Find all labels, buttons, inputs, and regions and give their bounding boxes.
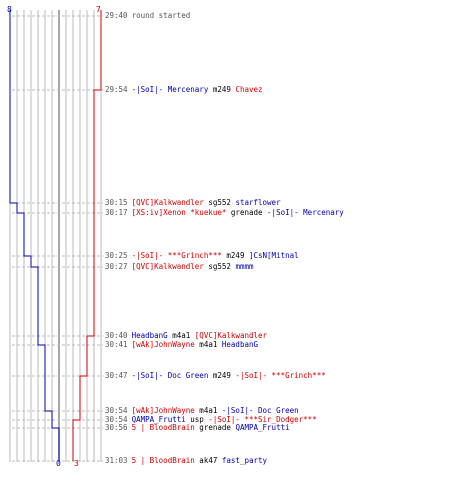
event-weapon: m4a1: [194, 340, 222, 349]
event-weapon: grenade: [226, 208, 268, 217]
event-time: 30:54: [105, 406, 128, 415]
blue-end-count: 0: [56, 459, 61, 468]
event-weapon: m249: [208, 85, 236, 94]
event-player: [QVC]Kalkwandler: [194, 331, 268, 340]
event-player: 5 | BloodBrain: [131, 456, 195, 465]
event-weapon: m4a1: [194, 406, 222, 415]
red-end-count: 3: [74, 459, 79, 468]
event-player: HeadbanG: [221, 340, 259, 349]
event-player: [XS:iv]Xenon *kuekue*: [131, 208, 227, 217]
red-team-alive-line: [72, 10, 102, 461]
event-weapon: sg552: [203, 198, 236, 207]
kill-event-row: 30:15 [QVC]Kalkwandler sg552 starflower: [105, 198, 281, 207]
event-weapon: usp: [185, 415, 209, 424]
kill-event-row: 29:54 -|SoI|- Mercenary m249 Chavez: [105, 85, 263, 94]
event-time: 31:03: [105, 456, 128, 465]
kill-event-row: 30:40 HeadbanG m4a1 [QVC]Kalkwandler: [105, 331, 267, 340]
event-player: -|SoI|- Doc Green: [221, 406, 299, 415]
event-time: 30:27: [105, 262, 128, 271]
event-player: -|SoI|- Mercenary: [131, 85, 209, 94]
event-player: 5 | BloodBrain: [131, 423, 195, 432]
event-player: -|SoI|- ***Grinch***: [235, 371, 326, 380]
event-time: 30:56: [105, 423, 128, 432]
event-player: [wAk]JohnWayne: [131, 406, 195, 415]
event-dash-lines: [12, 15, 103, 462]
event-time: 30:17: [105, 208, 128, 217]
event-player: -|SoI|- ***Sir_Dodger***: [208, 415, 317, 424]
kill-event-row: 30:54 [wAk]JohnWayne m4a1 -|SoI|- Doc Gre…: [105, 406, 299, 415]
event-weapon: sg552: [203, 262, 236, 271]
event-player: -|SoI|- Doc Green: [131, 371, 209, 380]
event-player: [QVC]Kalkwandler: [131, 262, 204, 271]
event-time: 30:47: [105, 371, 128, 380]
kill-event-row: 30:54 QAMPA_Frutti usp -|SoI|- ***Sir_Dod…: [105, 415, 317, 424]
event-time: 30:41: [105, 340, 128, 349]
red-start-count: 7: [96, 5, 101, 14]
event-weapon: m4a1: [167, 331, 195, 340]
event-player: ]CsN[Mitnal: [248, 251, 299, 260]
event-player: mmmm: [235, 262, 254, 271]
event-player: starflower: [235, 198, 281, 207]
blue-start-count: 8: [7, 5, 12, 14]
kill-event-row: 31:03 5 | BloodBrain ak47 fast_party: [105, 456, 267, 465]
event-player: -|SoI|- ***Grinch***: [131, 251, 222, 260]
kill-event-row: 30:56 5 | BloodBrain grenade QAMPA_Frutti: [105, 423, 290, 432]
event-player: -|SoI|- Mercenary: [267, 208, 344, 217]
event-player: QAMPA_Frutti: [235, 423, 290, 432]
event-player: HeadbanG: [131, 331, 168, 340]
event-player: Chavez: [235, 85, 263, 94]
event-time: 29:54: [105, 85, 128, 94]
kill-event-row: 30:17 [XS:iv]Xenon *kuekue* grenade -|SoI…: [105, 208, 344, 217]
event-time: 30:40: [105, 331, 128, 340]
event-weapon: ak47: [194, 456, 222, 465]
kill-event-row: 30:41 [wAk]JohnWayne m4a1 HeadbanG: [105, 340, 258, 349]
event-time: 30:15: [105, 198, 128, 207]
event-weapon: grenade: [194, 423, 236, 432]
event-player: QAMPA_Frutti: [131, 415, 186, 424]
blue-team-alive-line: [9, 10, 60, 461]
kill-event-row: 30:47 -|SoI|- Doc Green m249 -|SoI|- ***G…: [105, 371, 326, 380]
event-time: 30:25: [105, 251, 128, 260]
event-time: 29:40: [105, 11, 128, 20]
event-text: round started: [131, 11, 191, 20]
event-player: [wAk]JohnWayne: [131, 340, 195, 349]
event-player: fast_party: [221, 456, 268, 465]
event-weapon: m249: [208, 371, 236, 380]
kill-event-row: 30:25 -|SoI|- ***Grinch*** m249 ]CsN[Mitn…: [105, 251, 299, 260]
kill-event-row: 29:40 round started: [105, 11, 190, 20]
event-player: [QVC]Kalkwandler: [131, 198, 204, 207]
event-time: 30:54: [105, 415, 128, 424]
event-weapon: m249: [221, 251, 249, 260]
kill-event-row: 30:27 [QVC]Kalkwandler sg552 mmmm: [105, 262, 254, 271]
